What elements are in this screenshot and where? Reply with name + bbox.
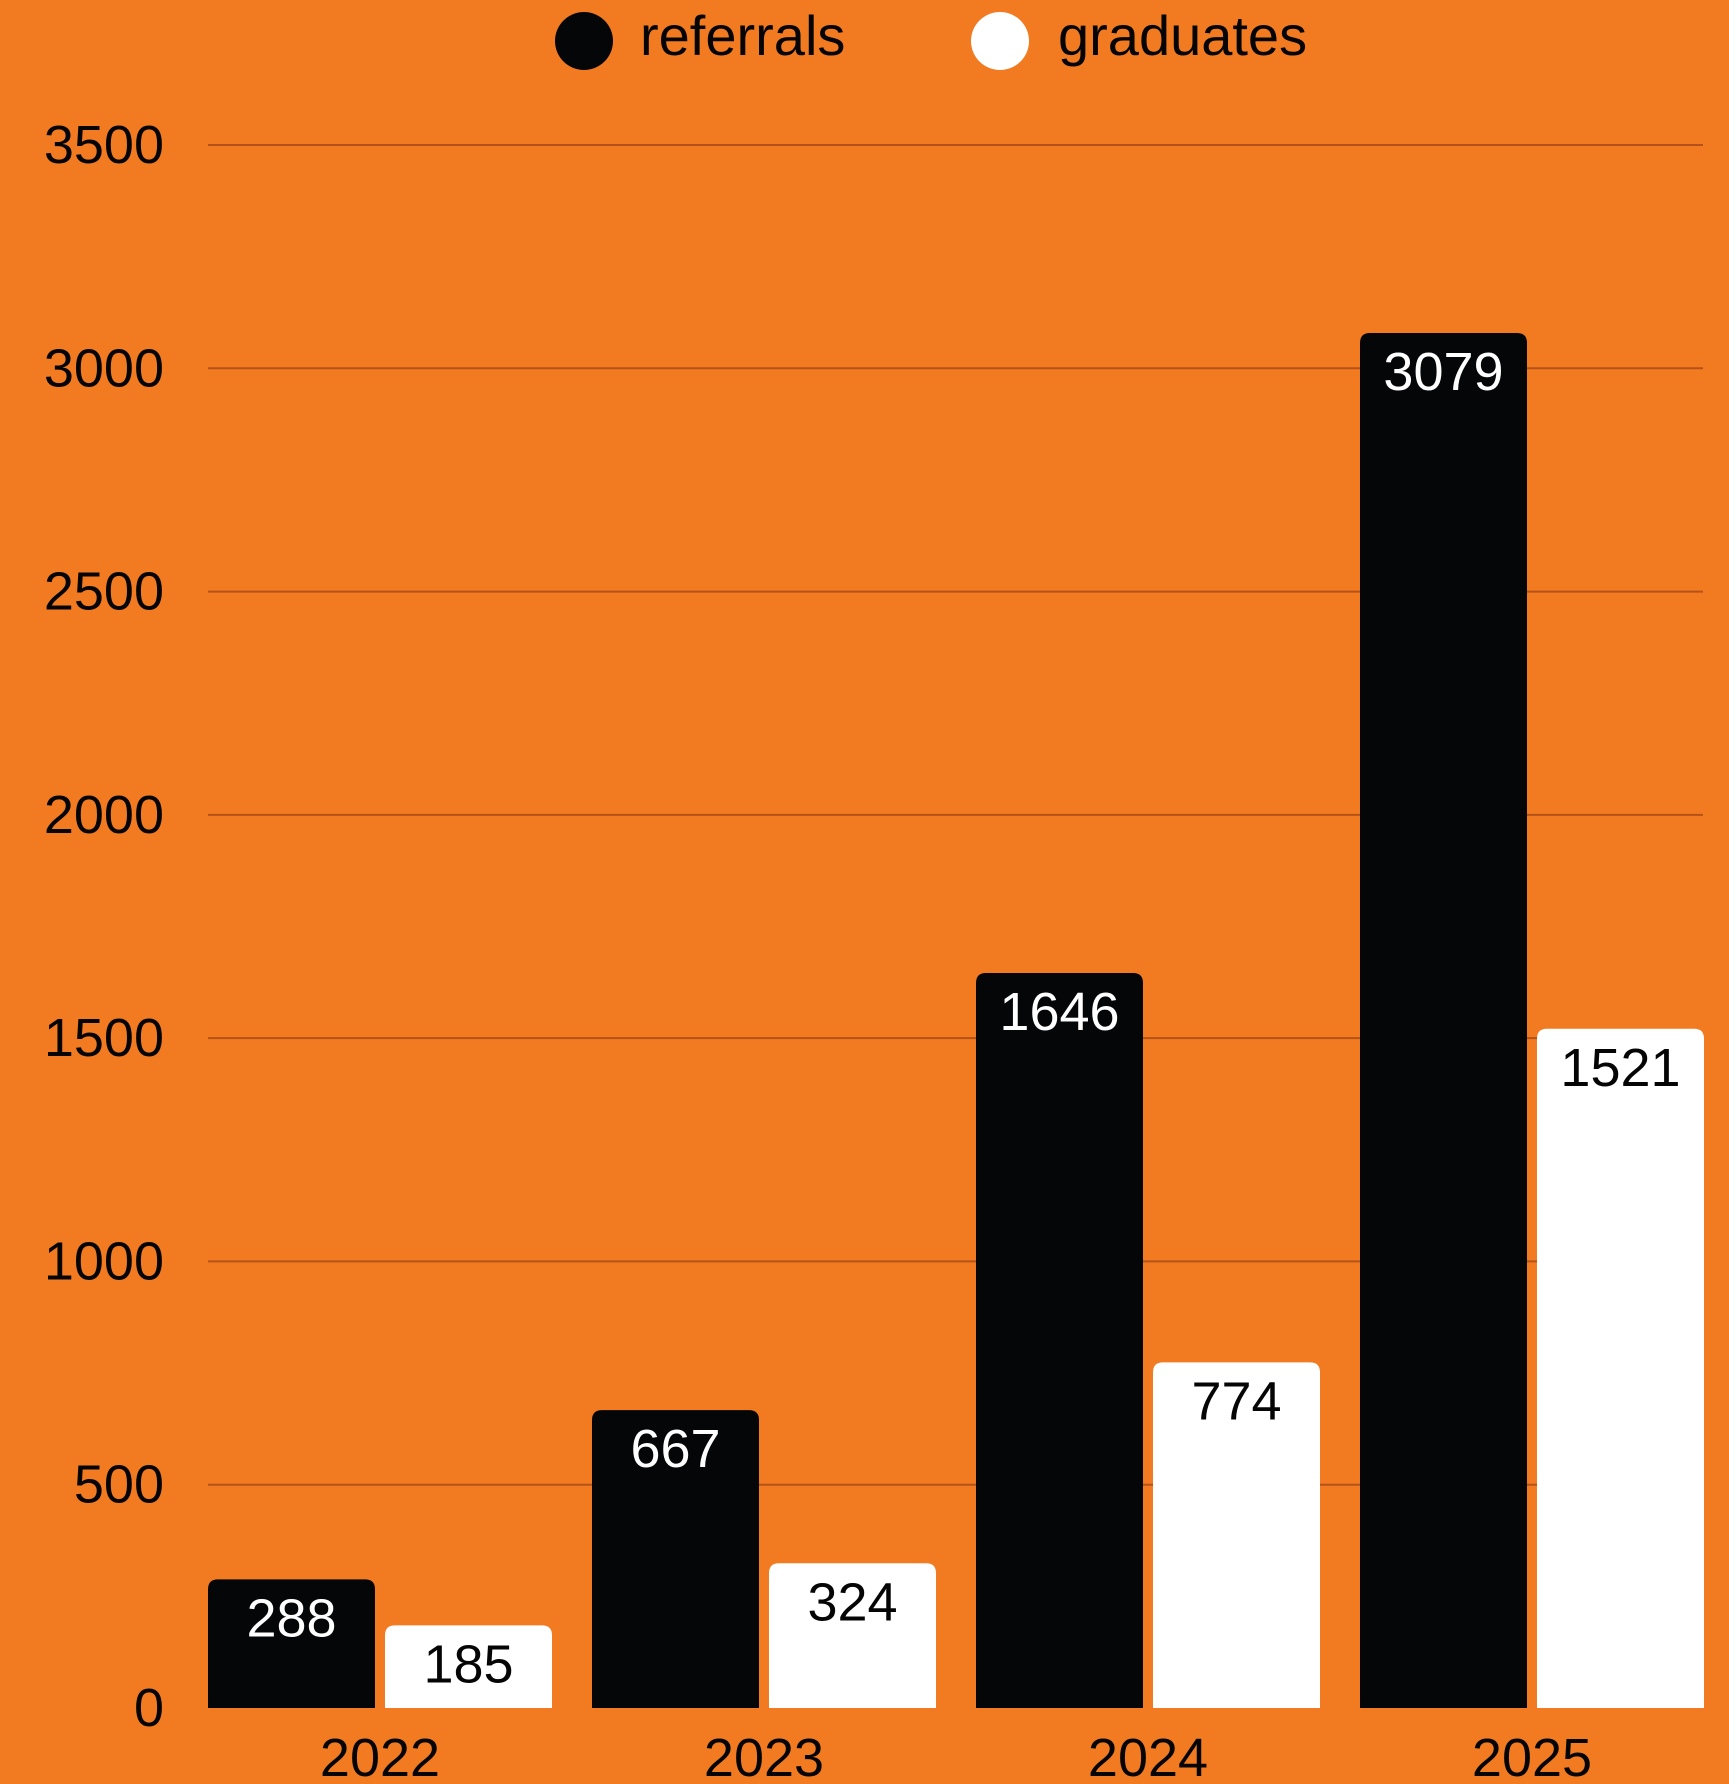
x-tick-label: 2025 — [1472, 1728, 1592, 1784]
y-tick-label: 1500 — [44, 1008, 164, 1068]
y-tick-label: 3500 — [44, 115, 164, 175]
legend-label-graduates: graduates — [1058, 4, 1307, 67]
y-tick-label: 500 — [74, 1455, 164, 1515]
bar-graduates-2025 — [1537, 1028, 1704, 1708]
bar-referrals-2025 — [1360, 333, 1527, 1708]
y-tick-label: 3000 — [44, 338, 164, 398]
y-tick-label: 2000 — [44, 785, 164, 845]
legend-label-referrals: referrals — [640, 4, 845, 67]
data-label-graduates-2022: 185 — [423, 1634, 513, 1694]
x-tick-label: 2024 — [1088, 1728, 1208, 1784]
bar-referrals-2023 — [592, 1410, 759, 1708]
data-labels: 288 185 667 324 1646 774 3079 1521 — [246, 342, 1680, 1694]
x-tick-label: 2023 — [704, 1728, 824, 1784]
x-tick-label: 2022 — [320, 1728, 440, 1784]
data-label-graduates-2024: 774 — [1191, 1371, 1281, 1431]
bar-referrals-2024 — [976, 972, 1143, 1708]
bar-graduates-2022 — [385, 1625, 552, 1708]
y-tick-label: 0 — [134, 1678, 164, 1738]
x-axis-ticks: 2022 2023 2024 2025 — [320, 1728, 1592, 1784]
bar-graduates-2024 — [1153, 1362, 1320, 1708]
legend-marker-graduates — [971, 12, 1029, 70]
bar-graduates-2023 — [769, 1563, 936, 1708]
y-axis-ticks: 0 500 1000 1500 2000 2500 3000 3500 — [44, 115, 164, 1738]
bar-referrals-2022 — [208, 1579, 375, 1708]
legend: referrals graduates — [555, 4, 1307, 70]
legend-marker-referrals — [555, 12, 613, 70]
data-label-referrals-2025: 3079 — [1383, 342, 1503, 402]
data-label-graduates-2023: 324 — [807, 1572, 897, 1632]
bars — [208, 333, 1704, 1708]
gridlines — [208, 144, 1703, 1486]
data-label-graduates-2025: 1521 — [1560, 1038, 1680, 1098]
data-label-referrals-2022: 288 — [246, 1588, 336, 1648]
y-tick-label: 2500 — [44, 562, 164, 622]
y-tick-label: 1000 — [44, 1231, 164, 1291]
data-label-referrals-2023: 667 — [630, 1419, 720, 1479]
data-label-referrals-2024: 1646 — [999, 982, 1119, 1042]
